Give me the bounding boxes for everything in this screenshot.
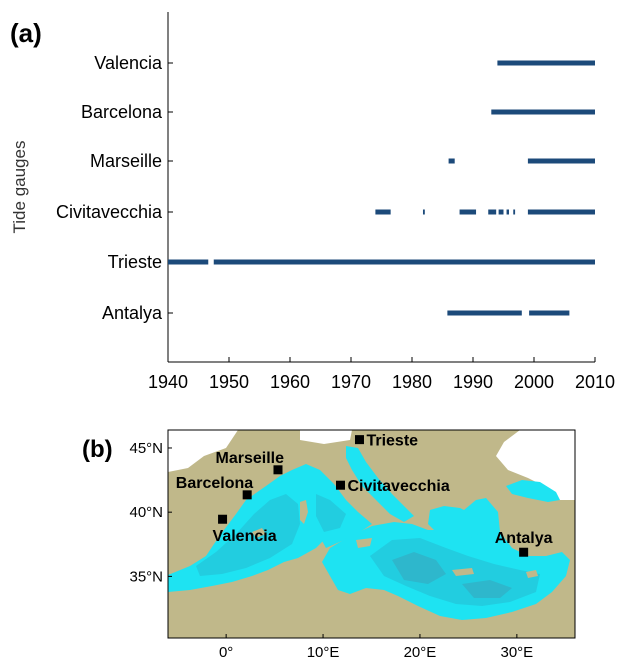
gauge-label-civitavecchia: Civitavecchia xyxy=(56,202,163,222)
record-segment-civitavecchia-0 xyxy=(375,209,391,215)
island-corsica-sardinia xyxy=(300,500,308,524)
sea-black-sea-edge xyxy=(506,480,560,502)
sea-adriatic xyxy=(346,446,414,522)
gauge-label-trieste: Trieste xyxy=(108,252,162,272)
station-marker-marseille xyxy=(273,465,283,475)
record-segment-civitavecchia-7 xyxy=(527,209,595,215)
x-tick-label-1980: 1980 xyxy=(392,372,432,392)
x-tick-label-1950: 1950 xyxy=(209,372,249,392)
sea-deep-zone-tyrrhenian xyxy=(316,494,346,532)
station-label-valencia: Valencia xyxy=(213,528,277,545)
y-axis-label: Tide gauges xyxy=(10,141,29,234)
x-tick-label-2000: 2000 xyxy=(514,372,554,392)
gauge-label-antalya: Antalya xyxy=(102,303,163,323)
station-marker-civitavecchia xyxy=(335,480,345,490)
station-label-barcelona: Barcelona xyxy=(176,475,253,492)
map-area xyxy=(168,430,575,638)
sea-deep-zone-west xyxy=(196,494,300,576)
tide-gauge-timeline-chart: Tide gauges 1940 1950 1960 1970 1980 1990 2000… xyxy=(10,12,615,392)
sea-aegean xyxy=(428,498,494,540)
nodata-area-north xyxy=(300,430,352,444)
panel-a-label: (a) xyxy=(10,18,42,48)
record-segment-civitavecchia-2 xyxy=(459,209,477,215)
lon-tick-label-0: 0° xyxy=(219,644,233,661)
record-segment-civitavecchia-4 xyxy=(498,209,504,215)
record-segment-civitavecchia-5 xyxy=(506,209,509,215)
lon-tick-label-2: 20°E xyxy=(404,644,437,661)
record-segment-barcelona-0 xyxy=(491,109,595,115)
mediterranean-map: 0° 10°E 20°E 30°E 35°N 40°N 45°N Trieste Marseil… xyxy=(129,429,576,661)
island-crete xyxy=(452,568,474,576)
island-balearic xyxy=(252,528,266,538)
record-segment-trieste-1 xyxy=(213,259,595,265)
record-segment-civitavecchia-3 xyxy=(488,209,497,215)
station-marker-trieste xyxy=(354,435,364,445)
record-segment-civitavecchia-1 xyxy=(422,209,425,215)
sea-deepest-zone-levantine xyxy=(462,580,512,598)
station-marker-antalya xyxy=(519,547,529,557)
x-tick-label-1960: 1960 xyxy=(270,372,310,392)
station-label-marseille: Marseille xyxy=(216,450,285,467)
lat-tick-label-2: 45°N xyxy=(129,440,163,457)
lat-tick-label-0: 35°N xyxy=(129,568,163,585)
record-segment-valencia-0 xyxy=(497,60,595,66)
map-frame xyxy=(167,429,576,639)
gauge-label-valencia: Valencia xyxy=(94,53,163,73)
x-tick-label-1990: 1990 xyxy=(453,372,493,392)
x-tick-label-1970: 1970 xyxy=(331,372,371,392)
island-cyprus xyxy=(526,570,538,578)
record-segment-antalya-0 xyxy=(447,310,522,316)
station-marker-barcelona xyxy=(242,490,252,500)
lon-tick-label-3: 30°E xyxy=(501,644,534,661)
lon-tick-label-1: 10°E xyxy=(307,644,340,661)
nodata-area-northeast xyxy=(496,430,575,500)
station-label-trieste: Trieste xyxy=(366,433,418,450)
x-tick-label-2010: 2010 xyxy=(575,372,615,392)
gauge-label-marseille: Marseille xyxy=(90,151,162,171)
station-marker-valencia xyxy=(218,514,228,524)
record-segment-marseille-0 xyxy=(448,158,455,164)
record-segment-marseille-1 xyxy=(527,158,595,164)
x-tick-label-1940: 1940 xyxy=(148,372,188,392)
lat-tick-label-1: 40°N xyxy=(129,504,163,521)
nodata-area-northwest xyxy=(168,430,238,472)
station-label-civitavecchia: Civitavecchia xyxy=(347,478,449,495)
station-label-antalya: Antalya xyxy=(495,530,553,547)
gauge-label-barcelona: Barcelona xyxy=(81,102,163,122)
record-segment-civitavecchia-6 xyxy=(513,209,516,215)
sea-deepest-zone-ionian xyxy=(392,552,446,584)
record-segment-trieste-0 xyxy=(168,259,209,265)
island-sicily xyxy=(356,538,372,548)
record-segment-antalya-1 xyxy=(529,310,570,316)
panel-b-label: (b) xyxy=(82,436,113,463)
